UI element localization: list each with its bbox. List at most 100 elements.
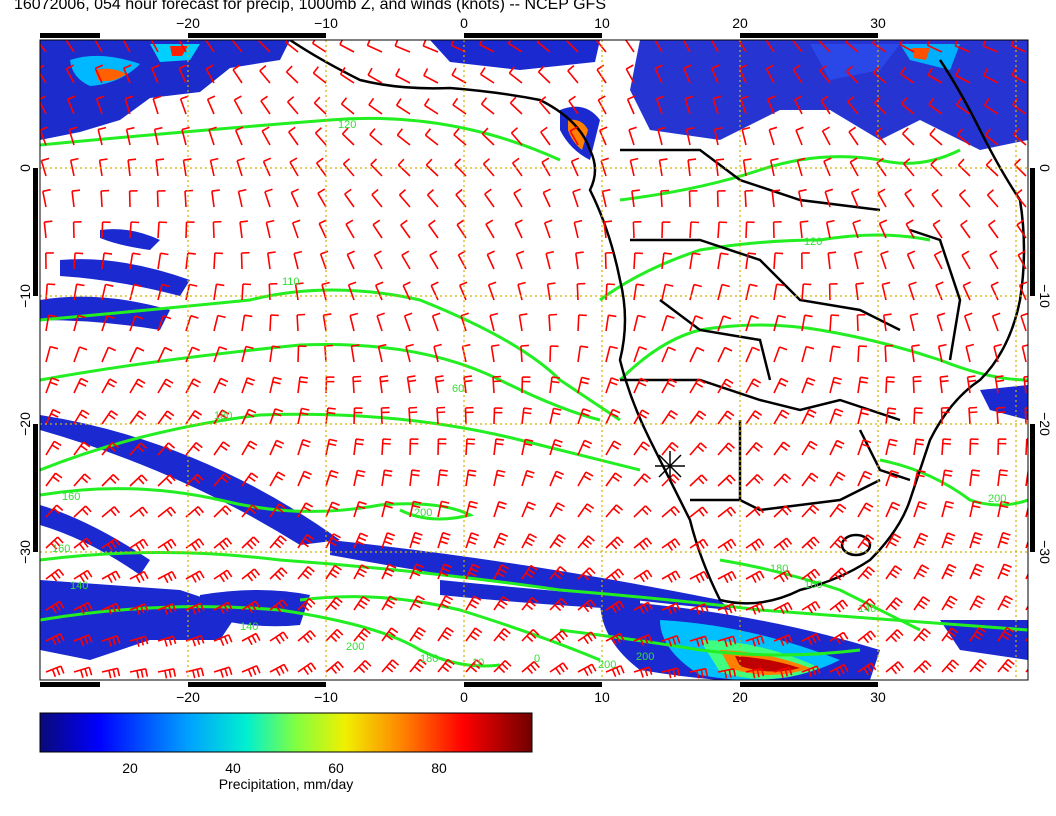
lat-axis-left: 0 −10 −20 −30 bbox=[17, 164, 33, 564]
lon-tick-label: −20 bbox=[176, 689, 200, 705]
wind-barb bbox=[969, 627, 987, 642]
wind-barb bbox=[633, 666, 653, 678]
wind-barb bbox=[284, 40, 299, 53]
wind-barb bbox=[377, 343, 387, 363]
wind-barb bbox=[773, 283, 785, 301]
wind-barb bbox=[312, 66, 327, 84]
wind-barb bbox=[45, 252, 54, 270]
wind-barb bbox=[773, 634, 793, 647]
wind-barb bbox=[353, 596, 371, 611]
wind-barb bbox=[829, 503, 847, 518]
wind-barb bbox=[241, 504, 260, 518]
wind-barb bbox=[996, 406, 1006, 425]
wind-barb bbox=[801, 600, 821, 614]
wind-barb bbox=[258, 40, 271, 53]
wind-barb bbox=[577, 314, 587, 332]
wind-barb bbox=[961, 250, 971, 270]
lon-tick-label: 10 bbox=[594, 689, 610, 705]
wind-barb bbox=[827, 251, 837, 270]
wind-barb bbox=[661, 410, 678, 425]
wind-barb bbox=[157, 283, 170, 301]
wind-barb bbox=[745, 570, 765, 583]
wind-barb bbox=[821, 126, 831, 146]
wind-barb bbox=[269, 567, 288, 581]
wind-barb bbox=[129, 442, 148, 456]
wind-barb bbox=[213, 441, 231, 456]
wind-barb bbox=[460, 312, 469, 332]
wind-barb bbox=[366, 40, 383, 53]
wind-barb bbox=[213, 537, 233, 551]
wind-barb bbox=[129, 506, 149, 518]
wind-barb bbox=[437, 531, 451, 549]
wind-barb bbox=[956, 128, 971, 146]
wind-barb bbox=[297, 439, 311, 456]
wind-barb bbox=[73, 252, 84, 270]
wind-barb bbox=[45, 345, 59, 363]
wind-barb bbox=[381, 595, 398, 611]
wind-barb bbox=[829, 663, 849, 677]
wind-barb bbox=[409, 438, 419, 456]
wind-barb bbox=[269, 503, 287, 518]
wind-barb bbox=[929, 127, 943, 146]
lat-tick-label: 0 bbox=[1037, 164, 1053, 172]
wind-barb bbox=[661, 346, 676, 363]
wind-barb bbox=[426, 189, 439, 208]
wind-barb bbox=[850, 188, 860, 208]
wind-barb bbox=[422, 40, 439, 53]
wind-barb bbox=[712, 95, 722, 115]
wind-barb bbox=[661, 635, 681, 647]
wind-barb bbox=[989, 250, 999, 270]
wind-barb bbox=[1020, 312, 1028, 332]
wind-barb bbox=[885, 438, 898, 456]
wind-barb bbox=[241, 440, 258, 456]
wind-barb bbox=[773, 473, 792, 487]
wind-barb bbox=[231, 40, 243, 53]
wind-barb bbox=[657, 126, 666, 146]
wind-barb bbox=[241, 283, 252, 301]
wind-barb bbox=[454, 158, 467, 177]
wind-barb bbox=[660, 189, 670, 208]
wind-barb bbox=[689, 346, 705, 363]
wind-barb bbox=[885, 376, 895, 394]
lat-tick-label: −20 bbox=[1037, 412, 1053, 436]
wind-barb bbox=[213, 314, 226, 332]
contour-label: 120 bbox=[804, 236, 822, 248]
wind-barb bbox=[269, 535, 287, 549]
lon-tick-label: 30 bbox=[870, 689, 886, 705]
wind-barb bbox=[437, 627, 454, 642]
wind-barb bbox=[405, 343, 414, 363]
wind-barb bbox=[101, 410, 119, 425]
wind-barb bbox=[913, 660, 932, 674]
wind-barb bbox=[717, 410, 735, 425]
wind-barb bbox=[268, 282, 278, 301]
contour-label: 180 bbox=[770, 563, 788, 575]
wind-barb bbox=[269, 599, 289, 613]
wind-barb bbox=[605, 377, 620, 394]
wind-barb bbox=[741, 126, 751, 146]
wind-barb bbox=[997, 438, 1007, 456]
wind-barb bbox=[773, 252, 784, 270]
wind-barb bbox=[204, 40, 215, 53]
wind-barb bbox=[205, 64, 215, 84]
wind-barb bbox=[409, 563, 424, 580]
wind-barb bbox=[605, 632, 625, 646]
wind-barb bbox=[509, 96, 523, 115]
wind-barb bbox=[185, 473, 204, 487]
wind-barb bbox=[129, 570, 149, 584]
wind-barb bbox=[157, 506, 177, 518]
wind-barb bbox=[857, 598, 876, 612]
wind-barb bbox=[577, 471, 594, 487]
wind-barb bbox=[95, 95, 105, 115]
wind-barb bbox=[823, 157, 832, 177]
wind-barb bbox=[575, 251, 584, 270]
lon-tick-label: 10 bbox=[594, 15, 610, 31]
wind-barb bbox=[265, 219, 275, 239]
wind-barb bbox=[406, 375, 417, 394]
wind-barb bbox=[689, 315, 704, 332]
wind-barb bbox=[661, 602, 681, 615]
wind-barb bbox=[381, 469, 393, 487]
precipitation-colorbar: 20 40 60 80 bbox=[39, 712, 533, 776]
wind-barb bbox=[182, 158, 192, 177]
wind-barb bbox=[373, 250, 383, 270]
wind-barb bbox=[549, 439, 563, 456]
